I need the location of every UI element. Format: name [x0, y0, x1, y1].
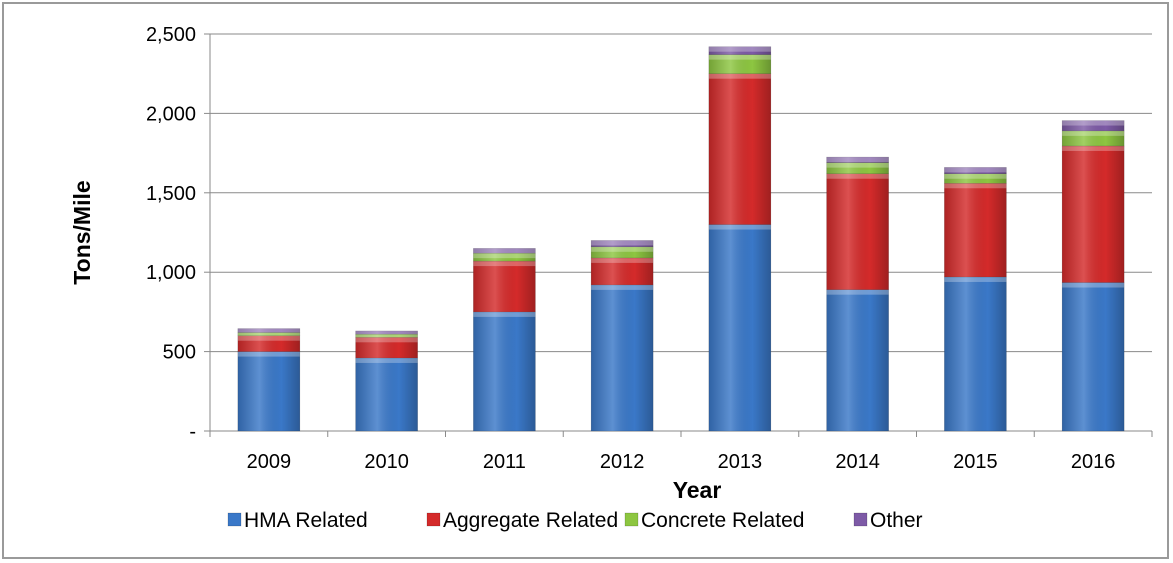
bar-segment-highlight	[591, 240, 654, 246]
bar-segment-highlight	[237, 351, 300, 357]
bar-segment-highlight	[591, 246, 654, 252]
y-tick-label: 2,000	[146, 103, 196, 125]
bar-segment-shading	[708, 54, 771, 74]
bar-segment-shading	[237, 335, 300, 352]
bar-segment-highlight	[944, 183, 1007, 189]
bar-segment-shading	[826, 173, 889, 290]
bar-segment-shading	[1062, 145, 1125, 283]
bar-segment-shading	[591, 246, 654, 258]
bar-segment-shading	[473, 253, 536, 262]
y-tick-label: 1,000	[146, 262, 196, 284]
bar-segment-highlight	[591, 284, 654, 290]
bar-segment-shading	[473, 261, 536, 312]
bar-segment-highlight	[1062, 130, 1125, 136]
bar-segment-highlight	[355, 330, 418, 335]
bar-segment-highlight	[708, 46, 771, 52]
bar-segment-highlight	[708, 73, 771, 79]
bar-segment-highlight	[355, 337, 418, 343]
x-tick-label: 2010	[364, 451, 409, 473]
bar-segment-shading	[944, 173, 1007, 184]
bar-segment-highlight	[473, 311, 536, 317]
bar-segment-shading	[1062, 130, 1125, 146]
bar-segment-highlight	[237, 332, 300, 336]
bar-segment-shading	[944, 167, 1007, 174]
bar-segment-highlight	[473, 261, 536, 267]
legend-swatch	[426, 512, 441, 527]
bar-segment-highlight	[1062, 120, 1125, 126]
bar-segment-highlight	[473, 253, 536, 259]
bar-segment-highlight	[237, 335, 300, 341]
bar-segment-highlight	[355, 334, 418, 338]
bar-segment-shading	[355, 357, 418, 431]
bar-segment-shading	[355, 337, 418, 358]
bar-segment-shading	[237, 332, 300, 336]
y-tick-label: -	[189, 421, 196, 443]
bar-segment-shading	[473, 311, 536, 431]
bar-segment-shading	[591, 240, 654, 247]
bar-segment-highlight	[1062, 145, 1125, 151]
legend-label: Concrete Related	[641, 509, 804, 532]
x-tick-label: 2015	[953, 451, 998, 473]
bar-segment-shading	[708, 73, 771, 225]
legend-label: Aggregate Related	[443, 509, 618, 532]
bar-segment-shading	[826, 157, 889, 163]
bar-segment-shading	[1062, 120, 1125, 131]
bar-segment-shading	[473, 248, 536, 254]
bar-segment-shading	[237, 351, 300, 431]
bar-segment-shading	[826, 162, 889, 174]
bar-segment-highlight	[355, 357, 418, 363]
bar-segment-highlight	[944, 276, 1007, 282]
bar-segment-highlight	[826, 162, 889, 168]
bar-segment-shading	[355, 330, 418, 335]
y-tick-label: 2,500	[146, 24, 196, 46]
bar-segment-highlight	[473, 248, 536, 254]
bar-segment-shading	[591, 257, 654, 285]
bar-segment-highlight	[708, 224, 771, 230]
bar-segment-shading	[944, 183, 1007, 277]
legend-swatch	[624, 512, 639, 527]
bar-segment-highlight	[944, 167, 1007, 173]
bar-segment-highlight	[944, 173, 1007, 179]
bar-segment-highlight	[237, 328, 300, 333]
bar-segment-highlight	[708, 54, 771, 60]
x-tick-label: 2012	[600, 451, 645, 473]
y-tick-label: 1,500	[146, 183, 196, 205]
legend-label: HMA Related	[244, 509, 368, 532]
bar-segment-shading	[591, 284, 654, 431]
bar-segment-shading	[1062, 282, 1125, 431]
x-tick-label: 2016	[1071, 451, 1116, 473]
bar-segment-shading	[708, 46, 771, 55]
legend-label: Other	[870, 509, 923, 532]
x-tick-label: 2013	[718, 451, 763, 473]
x-tick-label: 2009	[247, 451, 292, 473]
bar-segment-highlight	[826, 289, 889, 295]
tick-labels: - 500 1,000 1,500 2,000 2,500 2009 2010 2011 2012…	[146, 24, 1115, 473]
bar-segment-shading	[826, 289, 889, 431]
bar-segment-highlight	[826, 157, 889, 163]
bar-segment-shading	[708, 224, 771, 431]
y-axis-title: Tons/Mile	[69, 180, 95, 284]
bar-segment-shading	[355, 334, 418, 338]
y-tick-label: 500	[163, 342, 196, 364]
bar-segment-highlight	[591, 257, 654, 263]
bar-segment-shading	[237, 328, 300, 333]
gridlines	[210, 33, 1152, 353]
x-tick-label: 2011	[483, 451, 526, 473]
legend: HMA Related Aggregate Related Concrete Rel…	[227, 509, 923, 532]
legend-swatch	[853, 512, 868, 527]
x-tick-label: 2014	[835, 451, 880, 473]
axes	[204, 33, 1153, 437]
x-axis-title: Year	[673, 477, 722, 503]
bar-segment-highlight	[826, 173, 889, 179]
bars	[237, 46, 1125, 432]
bar-segment-shading	[944, 276, 1007, 431]
legend-swatch	[227, 512, 242, 527]
bar-segment-highlight	[1062, 282, 1125, 288]
